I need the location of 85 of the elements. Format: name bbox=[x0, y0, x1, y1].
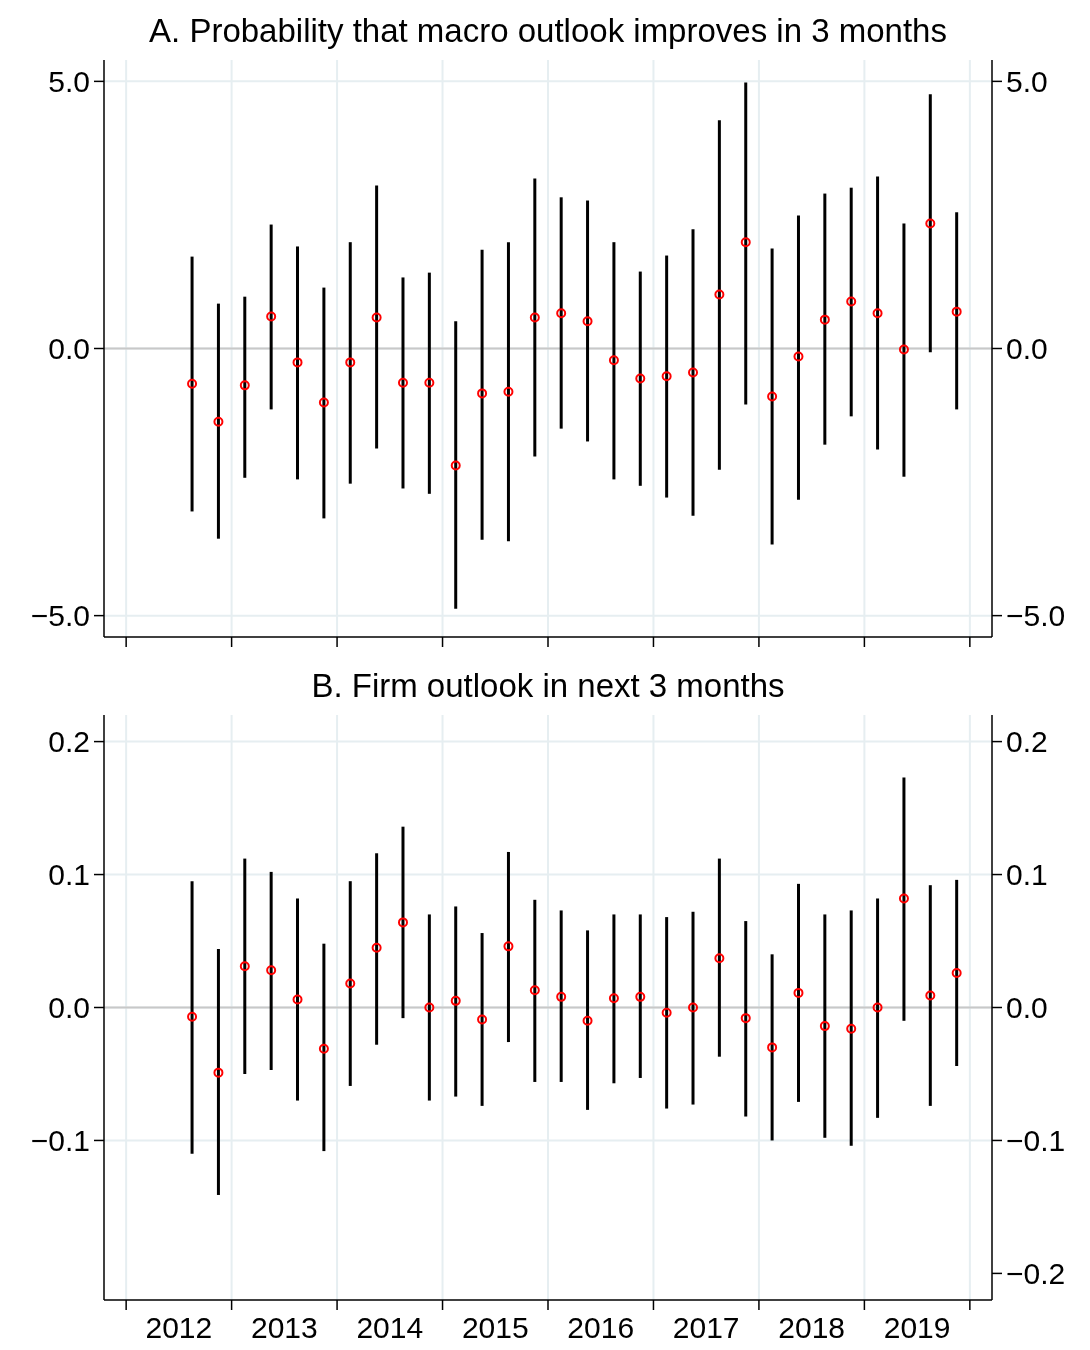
point bbox=[345, 357, 356, 368]
point bbox=[318, 1043, 329, 1054]
x-tick-label: 2013 bbox=[250, 1311, 318, 1344]
point bbox=[529, 985, 540, 996]
point bbox=[477, 1014, 488, 1025]
point bbox=[635, 373, 646, 384]
point bbox=[714, 289, 725, 300]
point bbox=[345, 978, 356, 989]
point bbox=[925, 990, 936, 1001]
point bbox=[872, 1002, 883, 1013]
point bbox=[819, 1021, 830, 1032]
point bbox=[688, 367, 699, 378]
point bbox=[213, 416, 224, 427]
point bbox=[951, 306, 962, 317]
point bbox=[635, 991, 646, 1002]
point bbox=[450, 460, 461, 471]
point bbox=[239, 961, 250, 972]
point bbox=[503, 386, 514, 397]
point bbox=[608, 355, 619, 366]
point bbox=[582, 1015, 593, 1026]
point bbox=[424, 377, 435, 388]
point bbox=[898, 344, 909, 355]
point bbox=[292, 994, 303, 1005]
x-tick-label: 2017 bbox=[672, 1311, 740, 1344]
point bbox=[714, 953, 725, 964]
y-tick-label: 0.2 bbox=[48, 725, 90, 759]
point bbox=[424, 1002, 435, 1013]
point bbox=[292, 357, 303, 368]
y2-tick-label: 0.0 bbox=[1006, 991, 1048, 1024]
point bbox=[239, 380, 250, 391]
point bbox=[187, 378, 198, 389]
point bbox=[661, 1007, 672, 1018]
point bbox=[582, 316, 593, 327]
x-tick-label: 2019 bbox=[883, 1311, 951, 1344]
point bbox=[477, 388, 488, 399]
point bbox=[371, 312, 382, 323]
x-tick-label: 2012 bbox=[145, 1311, 213, 1344]
point bbox=[371, 942, 382, 953]
point bbox=[925, 218, 936, 229]
point bbox=[266, 311, 277, 322]
chart-title: A. Probability that macro outlook improves in 3 months bbox=[149, 12, 947, 49]
point bbox=[266, 965, 277, 976]
point bbox=[846, 1023, 857, 1034]
y-tick-label: 0.0 bbox=[48, 332, 90, 365]
y-tick-label: −0.1 bbox=[30, 1123, 90, 1157]
point bbox=[767, 1042, 778, 1053]
point bbox=[661, 371, 672, 382]
point bbox=[872, 308, 883, 319]
point bbox=[740, 237, 751, 248]
y2-tick-label: −0.2 bbox=[1006, 1256, 1066, 1290]
y2-tick-label: 0.0 bbox=[1006, 332, 1048, 365]
point bbox=[187, 1011, 198, 1022]
point bbox=[213, 1067, 224, 1078]
point bbox=[951, 967, 962, 978]
y2-tick-label: −0.1 bbox=[1006, 1123, 1066, 1157]
x-tick-label: 2014 bbox=[356, 1311, 424, 1344]
x-tick-label: 2018 bbox=[778, 1311, 846, 1344]
y-tick-label: 0.1 bbox=[48, 858, 90, 892]
point bbox=[688, 1002, 699, 1013]
point bbox=[556, 308, 567, 319]
point bbox=[793, 351, 804, 362]
y-tick-label: 0.0 bbox=[48, 991, 90, 1024]
point bbox=[318, 397, 329, 408]
point bbox=[846, 296, 857, 307]
point bbox=[793, 987, 804, 998]
y2-tick-label: 0.2 bbox=[1006, 725, 1048, 759]
point bbox=[767, 391, 778, 402]
point bbox=[503, 941, 514, 952]
point bbox=[740, 1013, 751, 1024]
y2-tick-label: 0.1 bbox=[1006, 858, 1048, 892]
x-tick-label: 2015 bbox=[461, 1311, 529, 1344]
y-tick-label: 5.0 bbox=[48, 64, 90, 98]
point bbox=[608, 993, 619, 1004]
point bbox=[898, 893, 909, 904]
point bbox=[397, 377, 408, 388]
x-tick-label: 2016 bbox=[567, 1311, 635, 1344]
point bbox=[819, 314, 830, 325]
chart-title: B. Firm outlook in next 3 months bbox=[311, 667, 785, 704]
point bbox=[397, 917, 408, 928]
y-tick-label: −5.0 bbox=[30, 599, 90, 633]
point bbox=[556, 991, 567, 1002]
y2-tick-label: 5.0 bbox=[1006, 64, 1048, 98]
y2-tick-label: −5.0 bbox=[1006, 599, 1066, 633]
point bbox=[450, 995, 461, 1006]
point bbox=[529, 312, 540, 323]
